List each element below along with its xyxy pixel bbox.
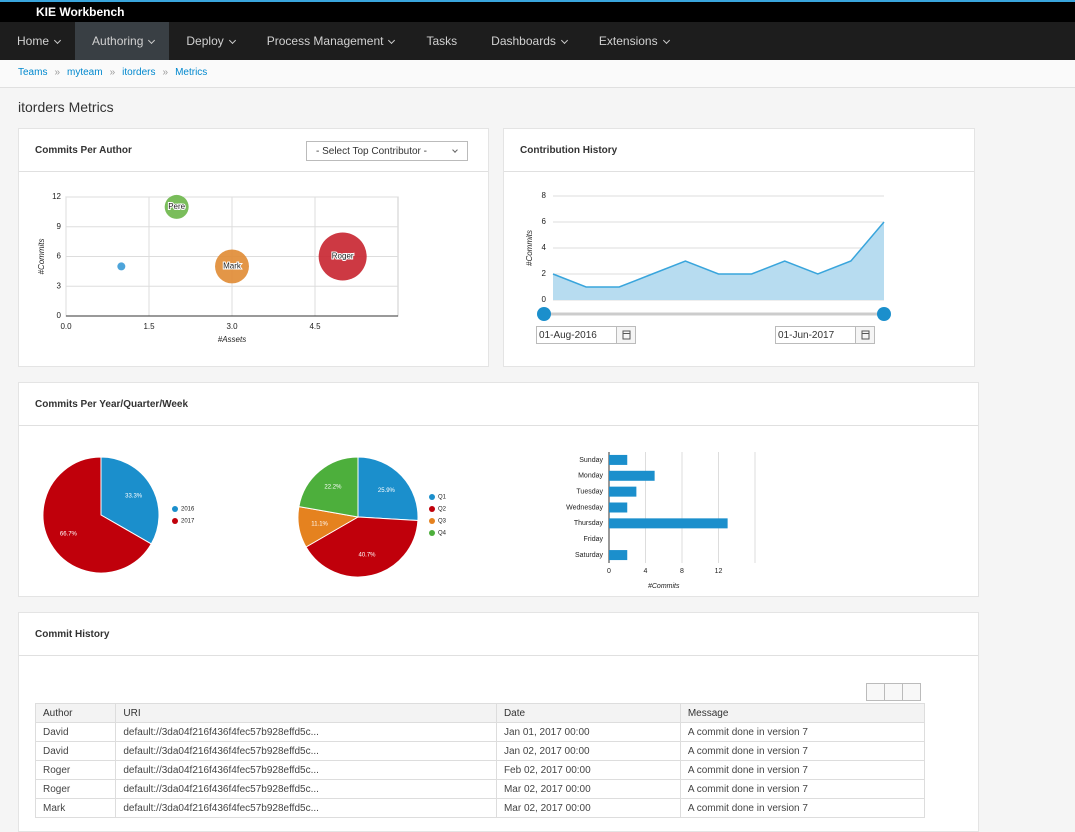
table-row: David default://3da04f216f436f4fec57b928e… [34, 741, 926, 761]
breadcrumb-link[interactable]: Teams [18, 67, 48, 78]
table-cell: David [34, 741, 117, 761]
breadcrumb-link[interactable]: myteam [67, 67, 103, 78]
column-header[interactable]: URI [115, 703, 497, 723]
table-cell: default://3da04f216f436f4fec57b928effd5c… [115, 760, 497, 780]
table-row: David default://3da04f216f436f4fec57b928e… [34, 722, 926, 742]
column-header[interactable]: Date [495, 703, 681, 723]
nav-item[interactable]: Authoring [75, 22, 170, 60]
table-cell: A commit done in version 7 [679, 779, 926, 799]
nav-item[interactable]: Extensions [582, 22, 684, 60]
breadcrumb-link[interactable]: Metrics [175, 67, 208, 78]
table-cell: David [34, 722, 117, 742]
commit-table: Author URI Date Message David default://3da04… [34, 703, 926, 818]
table-toolbar [866, 683, 921, 701]
breadcrumb-separator: » [54, 67, 61, 78]
table-cell: default://3da04f216f436f4fec57b928effd5c… [115, 741, 497, 761]
panel-title: Contribution History [504, 129, 974, 172]
breadcrumb-separator: » [162, 67, 169, 78]
breadcrumb-separator: » [109, 67, 116, 78]
table-cell: Roger [34, 760, 117, 780]
column-header[interactable]: Message [679, 703, 926, 723]
nav-item[interactable]: Deploy [169, 22, 249, 60]
table-cell: A commit done in version 7 [679, 741, 926, 761]
nav-item[interactable]: Home [0, 22, 75, 60]
column-header[interactable]: Author [34, 703, 117, 723]
contributor-select[interactable]: - Select Top Contributor - [306, 141, 468, 161]
export-csv[interactable] [866, 683, 885, 701]
table-cell: Jan 02, 2017 00:00 [495, 741, 681, 761]
date-from[interactable]: 01-Aug-2016 [536, 326, 636, 344]
table-cell: A commit done in version 7 [679, 760, 926, 780]
date-to[interactable]: 01-Jun-2017 [775, 326, 875, 344]
app-title: KIE Workbench [36, 5, 125, 19]
table-cell: Jan 01, 2017 00:00 [495, 722, 681, 742]
date-text: 01-Aug-2016 [539, 330, 597, 341]
page-title: itorders Metrics [18, 99, 114, 115]
panel-title: Commits Per Author [19, 129, 488, 172]
nav-item[interactable]: Tasks [426, 34, 458, 48]
header-row: Author URI Date Message [34, 703, 926, 723]
nav-item[interactable]: Dashboards [474, 22, 582, 60]
table-cell: A commit done in version 7 [679, 798, 926, 818]
table-cell: Feb 02, 2017 00:00 [495, 760, 681, 780]
column-picker[interactable] [902, 683, 921, 701]
nav-item[interactable]: Process Management [250, 22, 410, 60]
panel: Commits Per Year/Quarter/Week [18, 382, 979, 597]
table-cell: Roger [34, 779, 117, 799]
nav-bar: Home Authoring Deploy Process Management Tas… [0, 22, 1075, 60]
table-cell: default://3da04f216f436f4fec57b928effd5c… [115, 798, 497, 818]
table-row: Roger default://3da04f216f436f4fec57b928e… [34, 760, 926, 780]
breadcrumb-link[interactable]: itorders [122, 67, 156, 78]
table-cell: Mark [34, 798, 117, 818]
table-row: Roger default://3da04f216f436f4fec57b928e… [34, 779, 926, 799]
table-cell: Mar 02, 2017 00:00 [495, 798, 681, 818]
table-cell: A commit done in version 7 [679, 722, 926, 742]
breadcrumb: Teams » myteam » itorders » Metrics [0, 60, 1075, 88]
app-header: KIE Workbench [0, 0, 1075, 22]
calendar-button[interactable] [616, 327, 635, 343]
table-row: Mark default://3da04f216f436f4fec57b928ef… [34, 798, 926, 818]
table-cell: default://3da04f216f436f4fec57b928effd5c… [115, 779, 497, 799]
panel-title: Commit History [19, 613, 978, 656]
page: KIE Workbench Home Authoring Deploy Process… [0, 0, 1075, 811]
panel: Commits Per Author [18, 128, 489, 367]
date-text: 01-Jun-2017 [778, 330, 835, 341]
panel-title: Commits Per Year/Quarter/Week [19, 383, 978, 426]
table-cell: default://3da04f216f436f4fec57b928effd5c… [115, 722, 497, 742]
calendar-button[interactable] [855, 327, 874, 343]
export-excel[interactable] [884, 683, 903, 701]
table-cell: Mar 02, 2017 00:00 [495, 779, 681, 799]
